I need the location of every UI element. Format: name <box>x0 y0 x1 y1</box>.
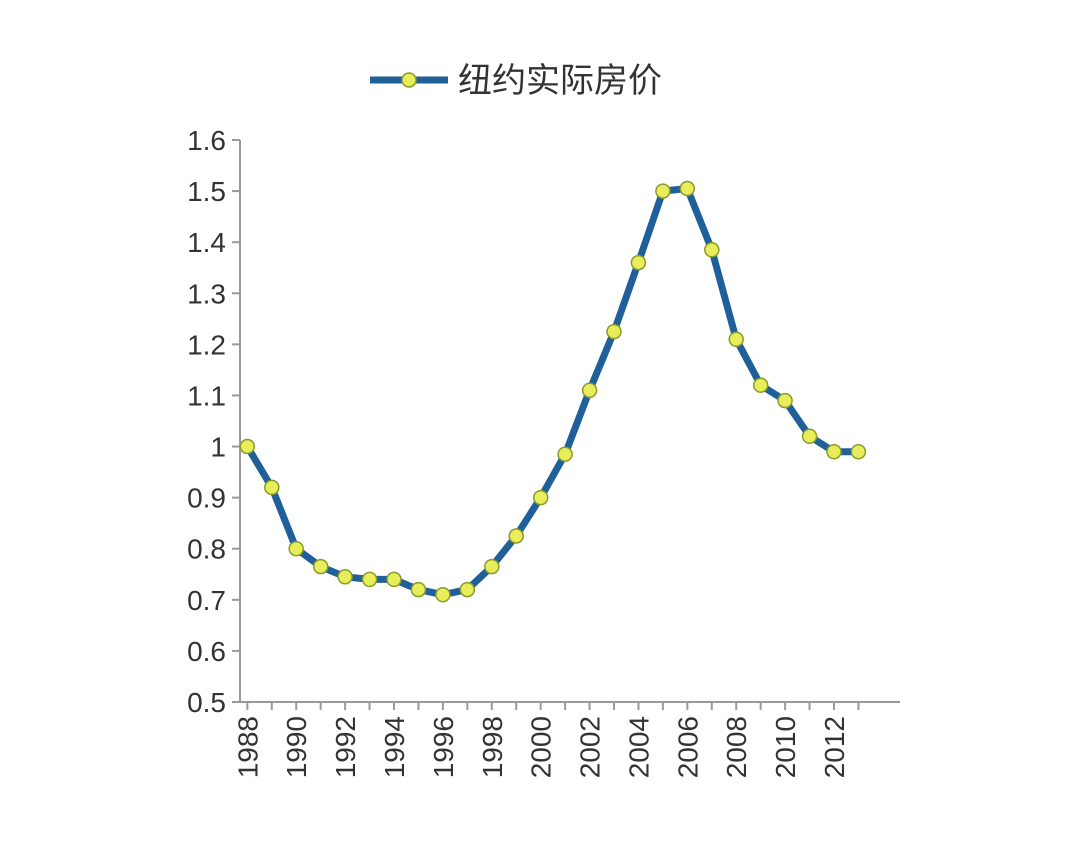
x-tick-label: 1998 <box>477 716 508 778</box>
y-tick-label: 0.9 <box>187 483 226 514</box>
data-point <box>704 242 720 258</box>
x-axis-ticks: 1988 1990 1992 1994 1996 1998 2000 2002 2004 2006… <box>232 702 860 778</box>
data-point <box>752 377 769 393</box>
x-tick-label: 2010 <box>770 716 801 778</box>
data-point <box>264 479 280 496</box>
y-tick-label: 1.5 <box>187 176 226 207</box>
x-tick-label: 1996 <box>428 716 459 778</box>
data-point <box>850 443 867 460</box>
x-tick-label: 1988 <box>232 716 263 778</box>
data-point <box>777 392 793 409</box>
x-tick-label: 1990 <box>281 716 312 778</box>
y-tick-label: 1 <box>210 432 226 463</box>
y-tick-label: 1.6 <box>187 125 226 156</box>
data-point <box>337 569 353 585</box>
y-tick-label: 0.6 <box>187 636 226 667</box>
x-tick-label: 1992 <box>330 716 361 778</box>
x-tick-label: 2008 <box>721 716 752 778</box>
x-tick-label: 2000 <box>526 716 557 778</box>
y-tick-label: 0.8 <box>187 534 226 565</box>
y-tick-label: 1.4 <box>187 227 226 258</box>
data-point <box>361 571 378 588</box>
data-point <box>312 558 329 575</box>
data-point <box>606 323 622 340</box>
x-tick-label: 2006 <box>672 716 703 778</box>
data-point <box>508 528 524 544</box>
data-point <box>435 586 451 603</box>
series-group <box>239 180 867 603</box>
axes <box>239 140 900 703</box>
y-tick-label: 0.7 <box>187 585 226 616</box>
data-point <box>826 443 842 460</box>
data-point <box>655 183 671 199</box>
data-point <box>532 489 549 506</box>
data-point <box>410 581 427 598</box>
y-tick-label: 1.1 <box>187 380 226 411</box>
data-point <box>386 571 402 588</box>
data-point <box>484 558 500 575</box>
data-point <box>581 382 598 399</box>
legend: 纽约实际房价 <box>370 61 662 101</box>
x-tick-label: 2004 <box>623 716 654 778</box>
y-tick-label: 1.2 <box>187 329 226 360</box>
data-point <box>459 581 476 598</box>
y-tick-label: 0.5 <box>187 687 226 718</box>
legend-label: 纽约实际房价 <box>458 61 662 101</box>
legend-marker-swatch <box>401 72 417 88</box>
data-point <box>679 180 696 197</box>
series-line <box>243 185 862 599</box>
x-tick-label: 2002 <box>575 716 606 778</box>
data-point <box>557 446 573 462</box>
data-point <box>288 540 304 557</box>
x-tick-label: 1994 <box>379 716 410 778</box>
data-point <box>239 438 256 455</box>
y-axis-ticks: 0.5 0.6 0.7 0.8 0.9 1 1.1 1.2 1.3 1.4 1.5 1.6 <box>187 125 240 718</box>
data-point <box>728 331 744 348</box>
data-point <box>630 254 647 271</box>
y-tick-label: 1.3 <box>187 278 226 309</box>
data-point <box>801 428 818 445</box>
x-tick-label: 2012 <box>819 716 850 778</box>
